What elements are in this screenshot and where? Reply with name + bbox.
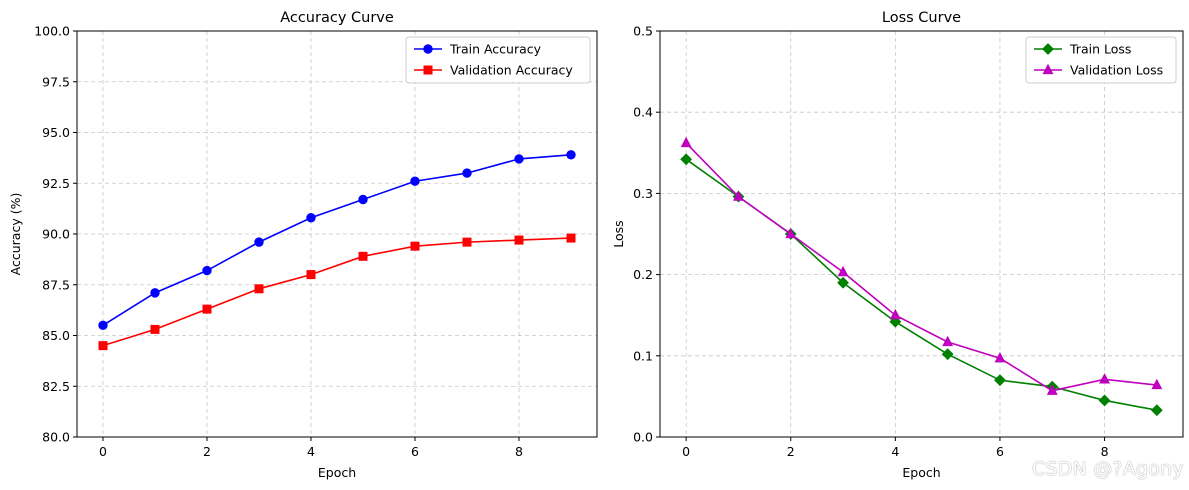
loss-chart-title: Loss Curve xyxy=(882,10,961,26)
acc-data-point xyxy=(254,284,264,294)
acc-y-tick-label: 85.0 xyxy=(42,328,70,343)
acc-data-point xyxy=(306,270,316,280)
loss-y-tick-label: 0.4 xyxy=(633,105,653,120)
acc-legend-marker xyxy=(423,44,433,54)
loss-data-point xyxy=(889,308,901,320)
acc-y-tick-label: 95.0 xyxy=(42,125,70,140)
acc-y-tick-label: 80.0 xyxy=(42,430,70,445)
acc-y-axis-label: Accuracy (%) xyxy=(8,193,23,276)
acc-series-line xyxy=(102,154,572,327)
watermark-text: CSDN @?Agony xyxy=(1032,458,1184,480)
loss-x-tick-label: 8 xyxy=(1101,444,1109,459)
acc-data-point xyxy=(514,235,524,245)
acc-x-tick-label: 2 xyxy=(203,444,211,459)
loss-data-point xyxy=(680,153,693,166)
acc-y-tick-label: 82.5 xyxy=(42,379,70,394)
acc-y-tick-label: 87.5 xyxy=(42,277,70,292)
acc-y-tick-label: 97.5 xyxy=(42,74,70,89)
acc-x-tick-label: 6 xyxy=(411,444,419,459)
acc-legend: Train Accuracy Validation Accuracy xyxy=(405,36,591,84)
loss-legend-entry: Validation Loss xyxy=(1034,63,1163,78)
loss-data-point xyxy=(1150,404,1163,417)
loss-legend-marker xyxy=(1042,63,1054,75)
loss-data-point xyxy=(733,190,744,201)
loss-data-point xyxy=(1151,378,1163,390)
acc-legend-entry: Train Accuracy xyxy=(414,42,542,57)
loss-legend-label: Train Loss xyxy=(1069,42,1131,57)
loss-x-tick-label: 6 xyxy=(996,444,1004,459)
loss-y-tick-label: 0.0 xyxy=(633,430,653,445)
loss-x-tick-label: 4 xyxy=(891,444,899,459)
acc-data-point xyxy=(98,320,108,331)
loss-panel: 0 2 4 6 8 0.0 0.1 0.2 0.3 0.4 0.5 Loss Curve Epoch Lo… xyxy=(611,10,1184,480)
loss-data-point xyxy=(1099,373,1110,384)
acc-legend-label: Validation Accuracy xyxy=(450,63,573,78)
loss-data-point xyxy=(942,335,954,347)
acc-data-point xyxy=(202,265,212,276)
acc-data-point xyxy=(462,168,472,178)
acc-data-point xyxy=(150,324,160,334)
acc-series-line xyxy=(102,237,572,347)
loss-data-point xyxy=(837,276,849,289)
loss-legend: Train Loss Validation Loss xyxy=(1025,36,1177,84)
acc-data-point xyxy=(306,213,316,223)
acc-data-point xyxy=(514,154,524,164)
loss-data-point xyxy=(680,136,692,148)
acc-data-point xyxy=(566,233,576,243)
loss-axes-frame xyxy=(659,30,1184,438)
loss-legend-entry: Train Loss xyxy=(1034,42,1131,57)
loss-y-tick-label: 0.1 xyxy=(633,348,653,363)
loss-y-axis-label: Loss xyxy=(611,220,626,247)
acc-y-tick-label: 92.5 xyxy=(42,176,70,191)
loss-data-point xyxy=(837,265,849,277)
acc-legend-entry: Validation Accuracy xyxy=(414,63,573,78)
loss-x-tick-label: 0 xyxy=(682,444,690,459)
loss-data-point xyxy=(941,348,954,361)
acc-data-point xyxy=(358,251,368,261)
loss-data-point xyxy=(994,374,1006,387)
acc-data-point xyxy=(358,194,368,205)
loss-legend-label: Validation Loss xyxy=(1070,63,1163,78)
acc-x-tick-label: 4 xyxy=(307,444,315,459)
loss-data-point xyxy=(994,351,1006,363)
acc-legend-label: Train Accuracy xyxy=(449,42,542,57)
loss-data-point xyxy=(1098,394,1111,407)
acc-data-point xyxy=(462,237,472,247)
acc-series-2 xyxy=(98,233,576,351)
loss-x-tick-label: 2 xyxy=(787,444,795,459)
loss-x-axis-label: Epoch xyxy=(902,465,940,480)
acc-y-tick-label: 90.0 xyxy=(42,227,70,242)
loss-legend-marker xyxy=(1042,43,1054,55)
loss-data-point xyxy=(785,227,797,239)
acc-chart-title: Accuracy Curve xyxy=(280,10,394,26)
acc-legend-box xyxy=(405,36,591,84)
loss-y-tick-label: 0.5 xyxy=(633,24,653,39)
acc-legend-marker xyxy=(423,65,433,75)
loss-series-2 xyxy=(680,136,1163,395)
acc-data-point xyxy=(410,241,420,251)
loss-y-tick-label: 0.2 xyxy=(633,267,653,282)
loss-series-line xyxy=(685,158,1157,411)
loss-legend-box xyxy=(1025,36,1177,84)
acc-panel: 0 2 4 6 8 80.0 82.5 85.0 87.5 90.0 92.5 95.0 97.5 100… xyxy=(8,10,598,480)
acc-series-1 xyxy=(98,150,576,331)
acc-data-point xyxy=(150,288,160,298)
acc-x-axis-label: Epoch xyxy=(318,465,356,480)
acc-data-point xyxy=(98,341,108,351)
loss-y-tick-label: 0.3 xyxy=(633,186,653,201)
acc-data-point xyxy=(410,176,420,186)
acc-data-point xyxy=(566,150,576,160)
loss-data-point xyxy=(1046,384,1058,395)
acc-x-tick-label: 8 xyxy=(515,444,523,459)
loss-series-line xyxy=(685,142,1157,392)
acc-data-point xyxy=(202,304,212,314)
acc-y-tick-label: 100.0 xyxy=(34,24,70,39)
acc-x-tick-label: 0 xyxy=(99,444,107,459)
acc-data-point xyxy=(254,237,264,247)
